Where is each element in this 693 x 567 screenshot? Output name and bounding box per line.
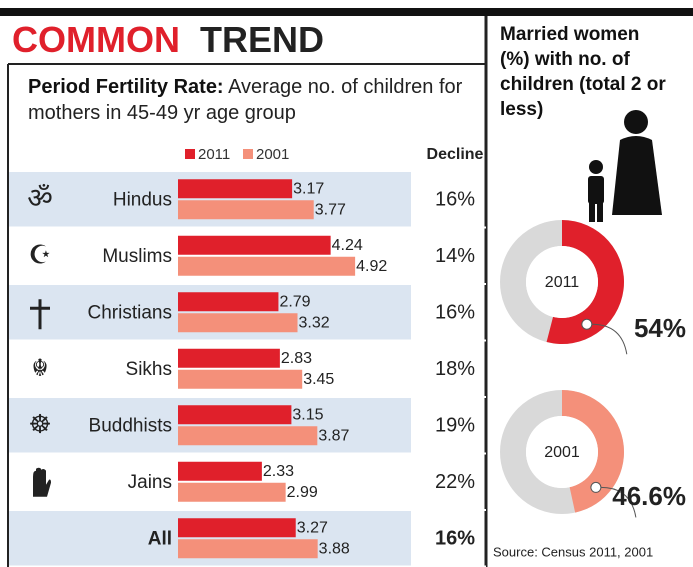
category-label: Christians (88, 302, 172, 323)
source: Source: Census 2011, 2001 (493, 544, 653, 559)
value-label: 3.87 (318, 427, 349, 444)
mother-child-icon (588, 110, 662, 222)
legend-swatch (185, 149, 195, 159)
donut-center-label: 2001 (544, 444, 580, 461)
bar (178, 200, 314, 220)
value-label: 2.99 (287, 484, 318, 501)
center-fill (526, 246, 598, 318)
bar (178, 539, 318, 559)
category-label: Jains (128, 472, 172, 493)
value-label: 4.92 (356, 258, 387, 275)
value-label: 3.15 (292, 406, 323, 423)
value-label: 3.88 (319, 540, 350, 557)
callout-line (600, 486, 637, 518)
donut-center-label: 2011 (545, 274, 580, 291)
subtitle: Period Fertility Rate: Average no. of ch… (28, 74, 478, 126)
bar (178, 235, 331, 255)
svg-text:☬: ☬ (31, 355, 48, 382)
callout-dot (590, 481, 602, 493)
religion-icon: ☬ (31, 355, 48, 382)
category-label: Buddhists (89, 415, 172, 436)
donut-title: Married women (%) with no. of children (… (500, 24, 666, 120)
religion-icon: ☸ (28, 409, 51, 439)
top-rule (0, 8, 693, 16)
decline-label: 19% (435, 415, 475, 437)
value-label: 4.24 (332, 237, 363, 254)
category-label: Sikhs (126, 359, 172, 380)
callout-dot (581, 318, 593, 330)
value-label: 3.77 (315, 201, 346, 218)
donut-segment (562, 390, 625, 513)
bar (178, 369, 303, 389)
religion-icon: ☪ (28, 240, 51, 270)
category-label: Hindus (113, 189, 172, 210)
bar (178, 482, 286, 502)
decline-label: 16% (435, 189, 475, 211)
religion-icon (33, 467, 51, 497)
bar (178, 256, 356, 276)
legend-label: 2011 (198, 146, 230, 163)
value-label: 3.45 (303, 371, 334, 388)
chart-title: COMMON TREND (12, 19, 324, 60)
bar (178, 292, 279, 312)
column-header: Decline (427, 146, 484, 163)
title-part: TREND (200, 19, 324, 60)
bar (178, 348, 280, 368)
value-label: 2.79 (279, 293, 310, 310)
svg-text:☸: ☸ (28, 409, 51, 439)
bar (178, 313, 298, 333)
category-label: All (148, 528, 172, 549)
bar (178, 179, 293, 199)
subtitle-lead: Period Fertility Rate: (28, 76, 224, 98)
category-label: Muslims (102, 246, 172, 267)
religion-icon (30, 299, 50, 330)
decline-label: 22% (435, 471, 475, 493)
donut-segment (546, 220, 624, 344)
svg-text:☪: ☪ (28, 240, 51, 270)
title-part: COMMON (12, 19, 180, 60)
bar (178, 518, 296, 538)
bar (178, 461, 262, 481)
callout-line (591, 323, 628, 355)
decline-label: 18% (435, 358, 475, 380)
religion-icon: ॐ (27, 183, 53, 214)
decline-label: 16% (435, 302, 475, 324)
value-label: 3.17 (293, 180, 324, 197)
bar (178, 405, 292, 425)
decline-label: 16% (435, 528, 475, 550)
value-label: 3.32 (299, 314, 330, 331)
center-fill (526, 416, 598, 488)
value-label: 2.33 (263, 463, 294, 480)
value-label: 3.27 (297, 519, 328, 536)
bar (178, 426, 318, 446)
donut-value-label: 54% (634, 313, 686, 343)
legend-swatch (243, 149, 253, 159)
decline-label: 14% (435, 245, 475, 267)
svg-text:ॐ: ॐ (27, 183, 53, 214)
donut-value-label: 46.6% (612, 481, 686, 511)
value-label: 2.83 (281, 350, 312, 367)
subtitle-text: Average no. of children for mothers in 4… (28, 76, 463, 124)
legend-label: 2001 (256, 146, 289, 163)
